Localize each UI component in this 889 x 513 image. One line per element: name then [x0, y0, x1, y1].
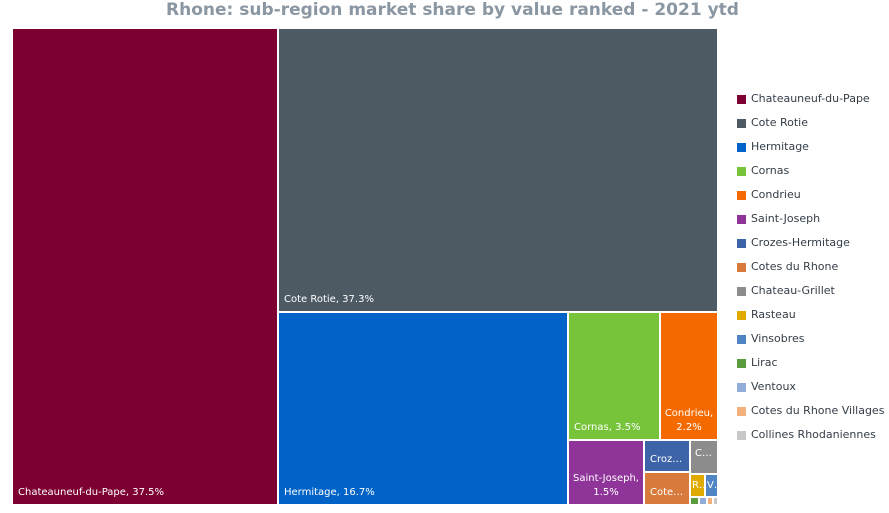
legend-label: Cotes du Rhone Villages	[751, 404, 885, 417]
tile-label-cornas: Cornas, 3.5%	[574, 422, 641, 433]
tile-hermitage[interactable]: Hermitage, 16.7%	[278, 312, 568, 505]
tile-collines-rhodaniennes[interactable]	[713, 497, 718, 505]
tile-label-cote-rotie: Cote Rotie, 37.3%	[284, 294, 374, 305]
legend-label: Condrieu	[751, 188, 801, 201]
legend-label: Hermitage	[751, 140, 809, 153]
tile-label-chateau-grillet: C…	[695, 448, 712, 459]
tile-condrieu[interactable]: Condrieu, 2.2%	[660, 312, 718, 440]
tile-cote-rotie[interactable]: Cote Rotie, 37.3%	[278, 28, 718, 312]
tile-label-hermitage: Hermitage, 16.7%	[284, 487, 375, 498]
legend-swatch	[737, 407, 746, 416]
legend-swatch	[737, 287, 746, 296]
legend-swatch	[737, 239, 746, 248]
treemap-plot: Chateauneuf-du-Pape, 37.5% Cote Rotie, 37…	[12, 28, 718, 505]
legend-swatch	[737, 95, 746, 104]
legend-swatch	[737, 335, 746, 344]
tile-cotes-du-rhone[interactable]: Cote…	[644, 472, 690, 505]
legend-label: Saint-Joseph	[751, 212, 821, 225]
legend-swatch	[737, 215, 746, 224]
tile-lirac[interactable]	[690, 497, 699, 505]
tile-cornas[interactable]: Cornas, 3.5%	[568, 312, 660, 440]
legend-swatch	[737, 191, 746, 200]
tile-vinsobres[interactable]: V…	[705, 474, 718, 497]
legend-swatch	[737, 263, 746, 272]
tile-label-saint-joseph: Saint-Joseph, 1.5%	[573, 473, 639, 498]
legend-label: Vinsobres	[751, 332, 805, 345]
tile-chateau-grillet[interactable]: C…	[690, 440, 718, 474]
tile-label-chateauneuf-du-pape: Chateauneuf-du-Pape, 37.5%	[18, 487, 165, 498]
tile-crozes-hermitage[interactable]: Croz…	[644, 440, 690, 472]
tile-saint-joseph[interactable]: Saint-Joseph, 1.5%	[568, 440, 644, 505]
legend-label: Cornas	[751, 164, 790, 177]
legend-label: Chateauneuf-du-Pape	[751, 92, 870, 105]
tile-ventoux[interactable]	[699, 497, 707, 505]
tile-rasteau[interactable]: R…	[690, 474, 705, 497]
legend-swatch	[737, 359, 746, 368]
legend-label: Chateau-Grillet	[751, 284, 835, 297]
tile-label-vinsobres: V…	[707, 480, 717, 491]
legend-label: Rasteau	[751, 308, 796, 321]
legend-swatch	[737, 383, 746, 392]
legend-swatch	[737, 431, 746, 440]
tile-label-condrieu: Condrieu, 2.2%	[664, 408, 714, 433]
tile-label-cotes-du-rhone: Cote…	[650, 487, 684, 498]
tile-label-crozes-hermitage: Croz…	[650, 454, 683, 465]
tile-label-rasteau: R…	[692, 480, 704, 491]
legend-swatch	[737, 311, 746, 320]
tile-chateauneuf-du-pape[interactable]: Chateauneuf-du-Pape, 37.5%	[12, 28, 278, 505]
legend-swatch	[737, 143, 746, 152]
legend-label: Cotes du Rhone	[751, 260, 839, 273]
legend-label: Ventoux	[751, 380, 796, 393]
tile-cotes-du-rhone-villages[interactable]	[707, 497, 713, 505]
legend-label: Crozes-Hermitage	[751, 236, 850, 249]
legend-label: Cote Rotie	[751, 116, 809, 129]
legend-swatch	[737, 167, 746, 176]
legend-label: Collines Rhodaniennes	[751, 428, 876, 441]
legend-label: Lirac	[751, 356, 778, 369]
chart-title: Rhone: sub-region market share by value …	[166, 0, 739, 20]
legend-swatch	[737, 119, 746, 128]
